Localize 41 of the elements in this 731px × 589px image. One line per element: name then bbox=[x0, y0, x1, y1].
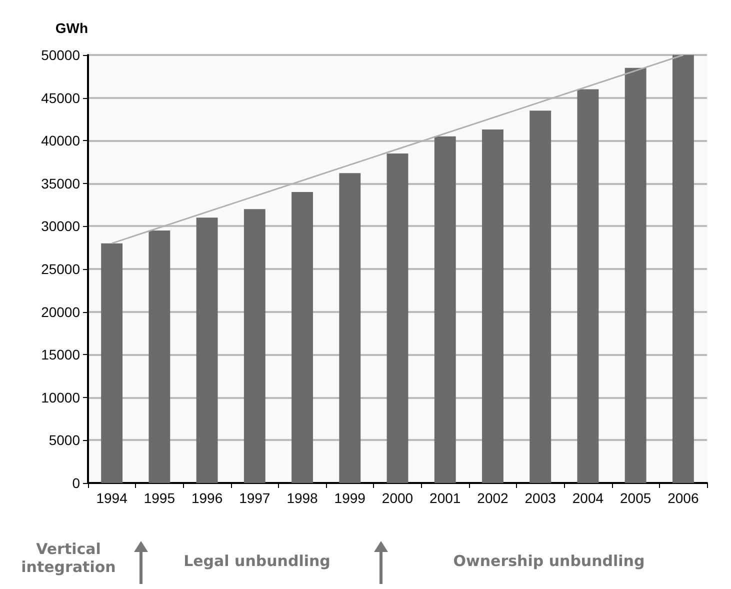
bar bbox=[434, 136, 456, 483]
y-tick-label: 5000 bbox=[48, 432, 80, 448]
bar bbox=[482, 129, 504, 483]
x-tick-label: 1996 bbox=[191, 490, 223, 506]
y-tick-label: 25000 bbox=[41, 261, 80, 277]
text: Vertical integration bbox=[20, 540, 117, 576]
text: Ownership unbundling bbox=[452, 552, 646, 570]
bar bbox=[148, 230, 170, 483]
x-tick-label: 2001 bbox=[430, 490, 461, 506]
bar bbox=[244, 209, 266, 483]
bar bbox=[672, 55, 694, 483]
x-tick-label: 2002 bbox=[477, 490, 509, 506]
y-tick-label: 0 bbox=[72, 475, 80, 491]
y-axis-title: GWh bbox=[55, 20, 88, 36]
y-tick-label: 40000 bbox=[41, 132, 80, 149]
bar bbox=[624, 68, 646, 483]
y-tick-label: 30000 bbox=[41, 218, 80, 234]
x-tick-label: 1995 bbox=[144, 490, 176, 506]
y-tick-label: 15000 bbox=[41, 346, 80, 363]
bar bbox=[101, 243, 123, 483]
y-tick-label: 45000 bbox=[41, 90, 80, 106]
x-tick-label: 2006 bbox=[668, 490, 699, 506]
x-tick-label: 2005 bbox=[620, 490, 652, 506]
bar bbox=[339, 173, 361, 483]
bar bbox=[386, 153, 408, 483]
x-tick-label: 1994 bbox=[96, 490, 128, 506]
bar bbox=[196, 218, 218, 483]
text: Legal unbundling bbox=[182, 552, 332, 570]
x-tick-label: 2004 bbox=[572, 490, 604, 506]
y-tick-label: 35000 bbox=[41, 175, 80, 192]
x-tick-label: 2003 bbox=[524, 490, 556, 506]
bar bbox=[292, 192, 313, 483]
y-tick-label: 10000 bbox=[41, 389, 80, 406]
y-tick-label: 20000 bbox=[41, 304, 80, 320]
x-tick-label: 1998 bbox=[286, 490, 318, 506]
bar bbox=[577, 89, 599, 483]
x-tick-label: 1997 bbox=[239, 490, 270, 506]
x-tick-label: 2000 bbox=[382, 490, 414, 506]
y-tick-label: 50000 bbox=[41, 47, 80, 63]
x-tick-label: 1999 bbox=[334, 490, 366, 506]
bar bbox=[530, 110, 552, 483]
